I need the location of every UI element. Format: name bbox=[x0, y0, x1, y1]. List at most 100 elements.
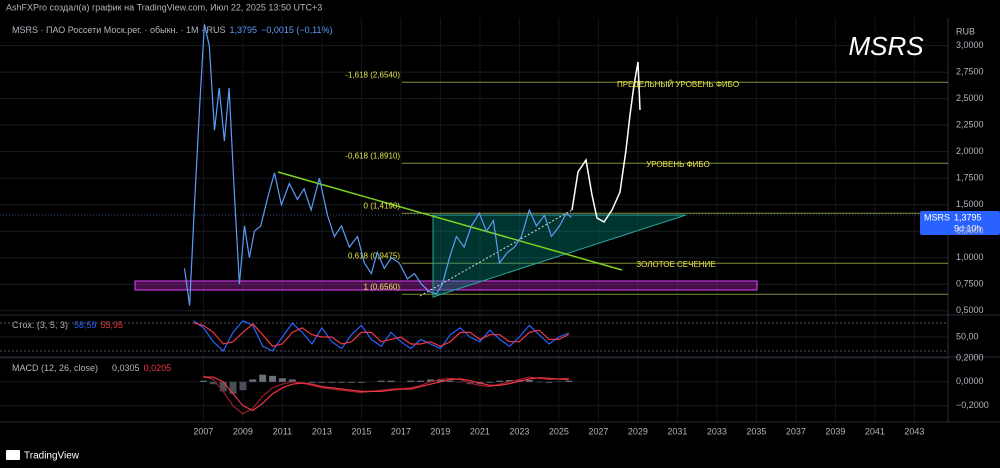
macd-legend: MACD (12, 26, close) 0,0305 0,0205 bbox=[12, 363, 171, 373]
histogram-bar bbox=[249, 379, 257, 382]
dotted-line bbox=[419, 209, 573, 297]
x-tick-label: 2027 bbox=[588, 426, 608, 436]
y-tick-label: 0,0000 bbox=[956, 376, 984, 386]
credit: AshFXPro создал(а) график на TradingView… bbox=[6, 2, 322, 12]
last-value: 55,95 bbox=[100, 320, 123, 330]
histogram-bar bbox=[199, 380, 207, 382]
histogram-bar bbox=[407, 380, 415, 382]
histogram-bar bbox=[496, 380, 504, 382]
fib-label: 1 (0,6560) bbox=[364, 282, 401, 291]
x-tick-label: 2031 bbox=[667, 426, 687, 436]
fib-label: -1,618 (2,6540) bbox=[345, 70, 400, 79]
annotation: ПРЕДЕЛЬНЫЙ УРОВЕНЬ ФИБО bbox=[617, 80, 739, 89]
projection-path bbox=[571, 61, 641, 223]
histogram-bar bbox=[545, 381, 553, 384]
x-tick-label: 2011 bbox=[273, 426, 292, 436]
y-tick-label: 1,7500 bbox=[956, 173, 984, 183]
y-tick-label: 50,00 bbox=[956, 331, 979, 341]
indicator-title: Стох. (3, 5, 3) bbox=[12, 320, 68, 330]
histogram-bar bbox=[427, 379, 435, 382]
histogram-bar bbox=[209, 381, 217, 385]
support-zone bbox=[134, 280, 758, 291]
last-value: 58,59 bbox=[74, 320, 97, 330]
trend-line bbox=[277, 171, 623, 271]
x-tick-label: 2023 bbox=[509, 426, 529, 436]
histogram-bar bbox=[288, 379, 296, 382]
histogram-bar bbox=[446, 380, 454, 382]
histogram-bar bbox=[357, 381, 365, 384]
x-tick-label: 2009 bbox=[233, 426, 253, 436]
histogram-bar bbox=[535, 381, 543, 383]
histogram-bar bbox=[377, 380, 385, 382]
x-tick-label: 2013 bbox=[312, 426, 332, 436]
histogram-bar bbox=[387, 380, 395, 382]
histogram-bar bbox=[239, 381, 247, 391]
x-tick-label: 2007 bbox=[193, 426, 213, 436]
last-value: 0,0205 bbox=[144, 363, 172, 373]
x-tick-label: 2035 bbox=[746, 426, 766, 436]
y-tick-label: 0,2000 bbox=[956, 352, 984, 362]
histogram-bar bbox=[259, 374, 267, 382]
histogram-bar bbox=[436, 379, 444, 382]
y-tick-label: 2,2500 bbox=[956, 120, 984, 130]
histogram-bar bbox=[456, 381, 464, 383]
histogram-bar bbox=[229, 381, 237, 394]
price-unit: RUB bbox=[956, 26, 975, 36]
x-tick-label: 2033 bbox=[707, 426, 727, 436]
histogram-bar bbox=[318, 381, 326, 384]
y-tick-label: 2,0000 bbox=[956, 146, 984, 156]
histogram-bar bbox=[308, 381, 316, 384]
histogram-bar bbox=[338, 381, 346, 384]
y-tick-label: 2,7500 bbox=[956, 66, 984, 76]
histogram-bar bbox=[348, 381, 356, 384]
indicator-title: MACD (12, 26, close) bbox=[12, 363, 98, 373]
histogram-bar bbox=[565, 380, 573, 382]
last-value: 0,0305 bbox=[112, 363, 140, 373]
series-line bbox=[183, 24, 572, 306]
x-tick-label: 2029 bbox=[628, 426, 648, 436]
y-tick-label: −0,2000 bbox=[956, 400, 989, 410]
footer-brand: TradingView bbox=[24, 451, 80, 462]
annotation: УРОВЕНЬ ФИБО bbox=[646, 160, 710, 169]
histogram-bar bbox=[486, 381, 494, 384]
price-tag-value: 1,3795 bbox=[954, 212, 982, 222]
x-tick-label: 2037 bbox=[786, 426, 806, 436]
histogram-bar bbox=[278, 378, 286, 382]
x-tick-label: 2017 bbox=[391, 426, 411, 436]
x-tick-label: 2039 bbox=[825, 426, 845, 436]
y-tick-label: 0,7500 bbox=[956, 279, 984, 289]
price-tag-countdown: 9d 10h bbox=[954, 223, 982, 233]
fib-label: 0 (1,4190) bbox=[364, 201, 401, 210]
price-tag-symbol: MSRS bbox=[924, 212, 950, 222]
x-tick-label: 2021 bbox=[470, 426, 490, 436]
histogram-bar bbox=[506, 380, 514, 382]
x-tick-label: 2043 bbox=[904, 426, 924, 436]
price-legend: MSRS · ПАО Россети Моск.рег. · обыкн. · … bbox=[12, 25, 332, 35]
series-line bbox=[203, 375, 569, 415]
series-line bbox=[193, 320, 570, 352]
y-tick-label: 3,0000 bbox=[956, 40, 984, 50]
series-line bbox=[203, 376, 569, 412]
x-tick-label: 2015 bbox=[351, 426, 371, 436]
series-name: MSRS · ПАО Россети Моск.рег. · обыкн. · … bbox=[12, 25, 226, 35]
annotation: ЗОЛОТОЕ СЕЧЕНИЕ bbox=[636, 260, 715, 269]
y-tick-label: 1,5000 bbox=[956, 199, 984, 209]
logo bbox=[6, 450, 20, 460]
histogram-bar bbox=[328, 381, 336, 384]
price-tag bbox=[920, 211, 1000, 235]
y-tick-label: 2,5000 bbox=[956, 93, 984, 103]
stoch-legend: Стох. (3, 5, 3) 58,59 55,95 bbox=[12, 320, 123, 330]
histogram-bar bbox=[269, 375, 277, 382]
last-value: 1,3795 bbox=[230, 25, 258, 35]
symbol-watermark: MSRS bbox=[848, 31, 924, 61]
x-tick-label: 2041 bbox=[865, 426, 885, 436]
y-tick-label: 1,0000 bbox=[956, 252, 984, 262]
change: −0,0015 (−0,11%) bbox=[261, 25, 332, 35]
x-tick-label: 2019 bbox=[430, 426, 450, 436]
triangle-pattern bbox=[432, 214, 687, 298]
x-tick-label: 2025 bbox=[549, 426, 569, 436]
histogram-bar bbox=[525, 380, 533, 382]
series-line bbox=[193, 322, 570, 347]
